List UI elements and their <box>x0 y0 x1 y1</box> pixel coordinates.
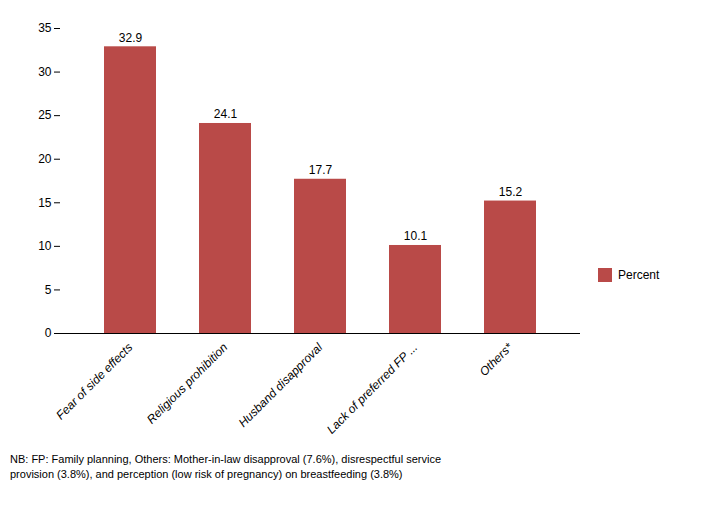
svg-text:Husband disapproval: Husband disapproval <box>236 340 326 430</box>
svg-text:20: 20 <box>38 152 52 166</box>
html-text:Percent: Percent <box>618 268 660 282</box>
svg-text:15: 15 <box>38 196 52 210</box>
svg-text:Others*: Others* <box>477 340 516 379</box>
html-text:provision (3.8%), and percepti: provision (3.8%), and perception (low ri… <box>10 467 403 480</box>
svg-text:30: 30 <box>38 65 52 79</box>
svg-text:24.1: 24.1 <box>214 107 238 121</box>
svg-text:35: 35 <box>38 21 52 35</box>
svg-text:25: 25 <box>38 108 52 122</box>
svg-text:10: 10 <box>38 239 52 253</box>
svg-text:10.1: 10.1 <box>404 229 428 243</box>
svg-text:32.9: 32.9 <box>119 31 143 45</box>
svg-text:17.7: 17.7 <box>309 163 333 177</box>
svg-text:Lack of preferred FP ...: Lack of preferred FP ... <box>324 340 420 436</box>
svg-text:0: 0 <box>45 326 52 340</box>
svg-text:Fear of side effects: Fear of side effects <box>53 340 135 422</box>
svg-text:5: 5 <box>45 283 52 297</box>
svg-text:15.2: 15.2 <box>499 185 523 199</box>
html-text:NB: FP: Family planning, Other: NB: FP: Family planning, Others: Mother-… <box>10 453 441 465</box>
svg-text:Religious prohibition: Religious prohibition <box>144 340 231 427</box>
